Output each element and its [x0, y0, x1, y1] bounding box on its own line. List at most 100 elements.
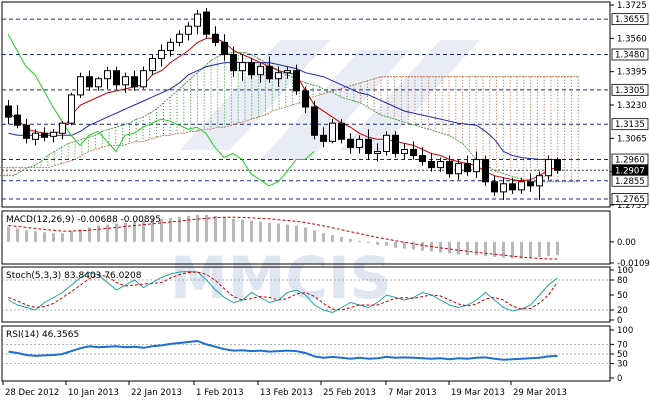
macd-histogram-bar [304, 227, 307, 242]
candle-bear [203, 11, 210, 35]
macd-histogram-bar [421, 241, 424, 251]
candle-bear [266, 66, 273, 80]
macd-histogram-bar [331, 235, 334, 242]
macd-histogram-bar [259, 221, 262, 242]
candle-bear [554, 159, 561, 171]
candle-bear [293, 70, 300, 92]
candle-bear [347, 138, 354, 148]
ichimoku-cloud [0, 52, 579, 183]
kijun-sen [8, 62, 558, 160]
candle-bull [122, 76, 129, 86]
macd-histogram-bar [403, 241, 406, 249]
macd-histogram-bar [538, 241, 541, 258]
price-tick-label: 1.3725 [617, 1, 647, 11]
macd-histogram-bar [277, 223, 280, 242]
macd-histogram-bar [376, 241, 379, 245]
price-tick-label: 1.3560 [617, 34, 647, 44]
macd-histogram-bar [160, 218, 163, 242]
price-level-box [611, 174, 649, 187]
stoch-tick-label: 20 [617, 306, 628, 316]
candle-bull [518, 181, 525, 191]
candle-bear [338, 122, 345, 140]
candle-bear [131, 76, 138, 88]
price-level-lines [2, 18, 610, 200]
candle-bull [104, 70, 111, 80]
macd-histogram-bar [412, 241, 415, 250]
macd-histogram-bar [322, 233, 325, 242]
macd-histogram-bar [484, 241, 487, 257]
candle-bear [491, 181, 498, 193]
time-tick-label: 28 Dec 2012 [5, 388, 59, 398]
candle-bear [509, 183, 516, 191]
candle-bull [437, 161, 444, 169]
candle-bear [482, 159, 489, 183]
macd-histogram-bar [16, 228, 19, 242]
macd-histogram-bar [232, 218, 235, 242]
macd-histogram-bar [106, 224, 109, 242]
candle-bear [14, 114, 21, 126]
macd-histogram-bar [187, 215, 190, 242]
macd-histogram-bar [358, 240, 361, 242]
candle-bear [248, 62, 255, 76]
macd-histogram-bar [547, 241, 550, 257]
macd-histogram-bar [7, 226, 10, 242]
candle-bull [50, 131, 57, 137]
candle-bull [176, 33, 183, 43]
candle-bull [401, 148, 408, 154]
candle-bull [536, 175, 543, 187]
candle-bear [365, 138, 372, 154]
macd-histogram-bar [250, 220, 253, 242]
candle-bear [392, 134, 399, 154]
macd-histogram-bar [124, 222, 127, 242]
senkou-span-a [0, 52, 579, 183]
macd-histogram-bar [295, 225, 298, 242]
macd-histogram-bar [448, 241, 451, 254]
macd-histogram-bar [79, 229, 82, 242]
time-tick-label: 29 Mar 2013 [513, 388, 567, 398]
stoch-tick-label: 80 [617, 276, 628, 286]
price-level-box [611, 193, 649, 205]
macd-histogram-bar [502, 241, 505, 258]
macd-histogram-bar [466, 241, 469, 255]
candle-bear [410, 148, 417, 157]
time-tick-label: 13 Feb 2013 [260, 388, 313, 398]
candle-bear [527, 181, 534, 187]
price-axis: 1.37251.35601.33951.32301.30651.29001.27… [610, 1, 649, 211]
macd-histogram-bar [367, 241, 370, 243]
price-tick-label: 1.3065 [617, 134, 647, 144]
macd-histogram-bar [439, 241, 442, 253]
candle-bear [311, 106, 318, 136]
candle-bull [185, 25, 192, 35]
stoch-signal-line [8, 271, 558, 311]
macd-histogram-bar [286, 224, 289, 242]
candle-bull [239, 62, 246, 72]
senkou-span-b [0, 76, 579, 169]
price-level-label: 1.3655 [615, 15, 645, 25]
macd-histogram-bar [475, 241, 478, 256]
candle-bull [500, 183, 507, 193]
candle-bear [302, 90, 309, 108]
price-tick-label: 1.2735 [617, 201, 647, 211]
time-tick-label: 25 Feb 2013 [323, 388, 376, 398]
candle-bull [194, 13, 201, 27]
candle-bear [320, 134, 327, 142]
candle-bull [68, 94, 75, 124]
macd-histogram-bar [556, 241, 559, 256]
candle-bull [77, 76, 84, 96]
price-level-box [611, 13, 649, 26]
candle-bull [284, 70, 291, 74]
macd-histogram-bar [529, 241, 532, 259]
candle-bear [446, 161, 453, 175]
candlesticks [5, 8, 561, 200]
candle-bull [257, 66, 264, 76]
candle-bull [329, 122, 336, 142]
macd-histogram-bar [52, 233, 55, 242]
watermark: MMCIS [170, 40, 480, 312]
macd-histogram-bar [493, 241, 496, 257]
macd-histogram-bar [115, 223, 118, 242]
macd-histogram-bar [70, 231, 73, 242]
macd-histogram-bar [88, 227, 91, 242]
rsi-label: RSI(14) 46.3565 [6, 330, 79, 340]
macd-histogram-bar [205, 214, 208, 242]
stoch-tick-label: 0 [617, 316, 622, 326]
